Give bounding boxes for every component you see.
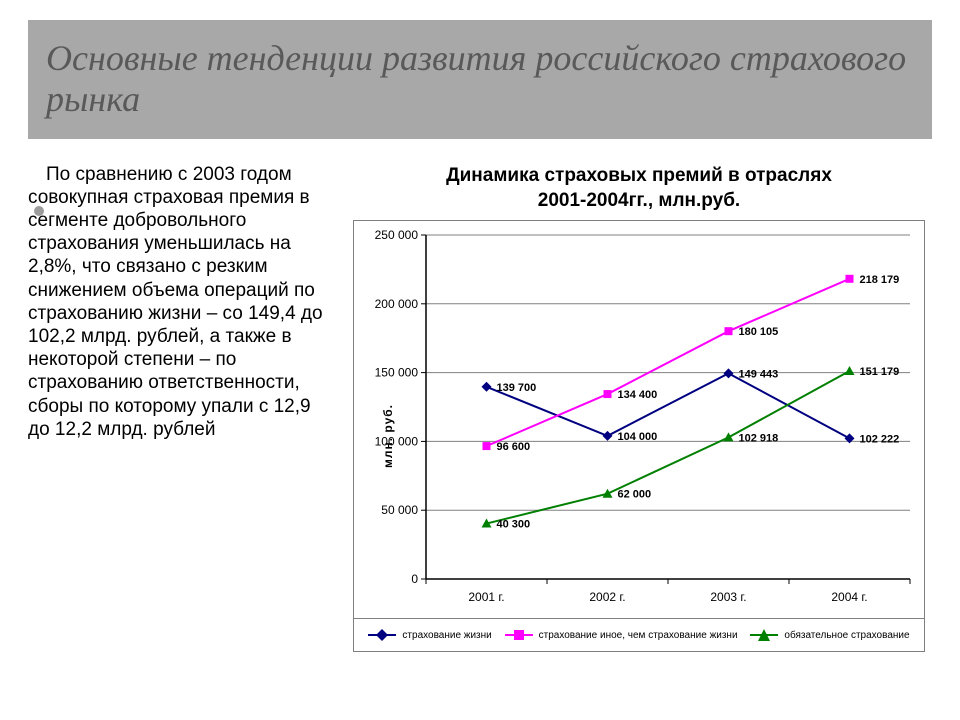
svg-text:2001 г.: 2001 г. [468,590,504,604]
legend-label-1: страхование иное, чем страхование жизни [539,630,738,641]
svg-text:96 600: 96 600 [497,441,531,453]
body-text: По сравнению с 2003 годом совокупная стр… [28,163,328,441]
chart-container: млн. руб. 050 000100 000150 000200 00025… [353,220,925,652]
legend-label-2: обязательное страхование [784,630,909,641]
legend: страхование жизни страхование иное, чем … [354,618,924,651]
svg-text:139 700: 139 700 [497,382,537,394]
svg-text:151 179: 151 179 [860,366,900,378]
svg-text:200 000: 200 000 [375,297,419,311]
svg-text:250 000: 250 000 [375,228,419,242]
legend-swatch-1 [505,629,533,641]
svg-text:2003 г.: 2003 г. [710,590,746,604]
legend-item-2: обязательное страхование [750,629,909,641]
chart-title-line2: 2001-2004гг., млн.руб. [446,188,832,214]
svg-text:102 222: 102 222 [860,433,900,445]
svg-text:134 400: 134 400 [618,389,658,401]
chart-column: Динамика страховых премий в отраслях 200… [346,163,932,652]
svg-text:2002 г.: 2002 г. [589,590,625,604]
bullet-icon [34,206,44,216]
svg-text:40 300: 40 300 [497,519,531,531]
title-bar: Основные тенденции развития российского … [28,20,932,139]
svg-text:2004 г.: 2004 г. [831,590,867,604]
svg-text:50 000: 50 000 [381,503,418,517]
svg-text:0: 0 [411,572,418,586]
svg-text:180 105: 180 105 [739,326,779,338]
svg-text:104 000: 104 000 [618,431,658,443]
body-text-block: По сравнению с 2003 годом совокупная стр… [28,163,328,652]
legend-label-0: страхование жизни [402,630,491,641]
legend-swatch-2 [750,629,778,641]
body: По сравнению с 2003 годом совокупная стр… [28,163,932,652]
slide: Основные тенденции развития российского … [0,0,960,720]
chart-title: Динамика страховых премий в отраслях 200… [446,163,832,214]
chart-svg: 050 000100 000150 000200 000250 0002001 … [354,221,924,619]
svg-text:218 179: 218 179 [860,274,900,286]
y-axis-label: млн. руб. [381,404,395,468]
legend-item-0: страхование жизни [368,629,491,641]
svg-text:150 000: 150 000 [375,366,419,380]
svg-text:62 000: 62 000 [618,489,652,501]
slide-title: Основные тенденции развития российского … [46,38,910,121]
legend-item-1: страхование иное, чем страхование жизни [505,629,738,641]
svg-text:102 918: 102 918 [739,432,779,444]
chart-title-line1: Динамика страховых премий в отраслях [446,163,832,189]
svg-text:149 443: 149 443 [739,368,779,380]
legend-swatch-0 [368,629,396,641]
